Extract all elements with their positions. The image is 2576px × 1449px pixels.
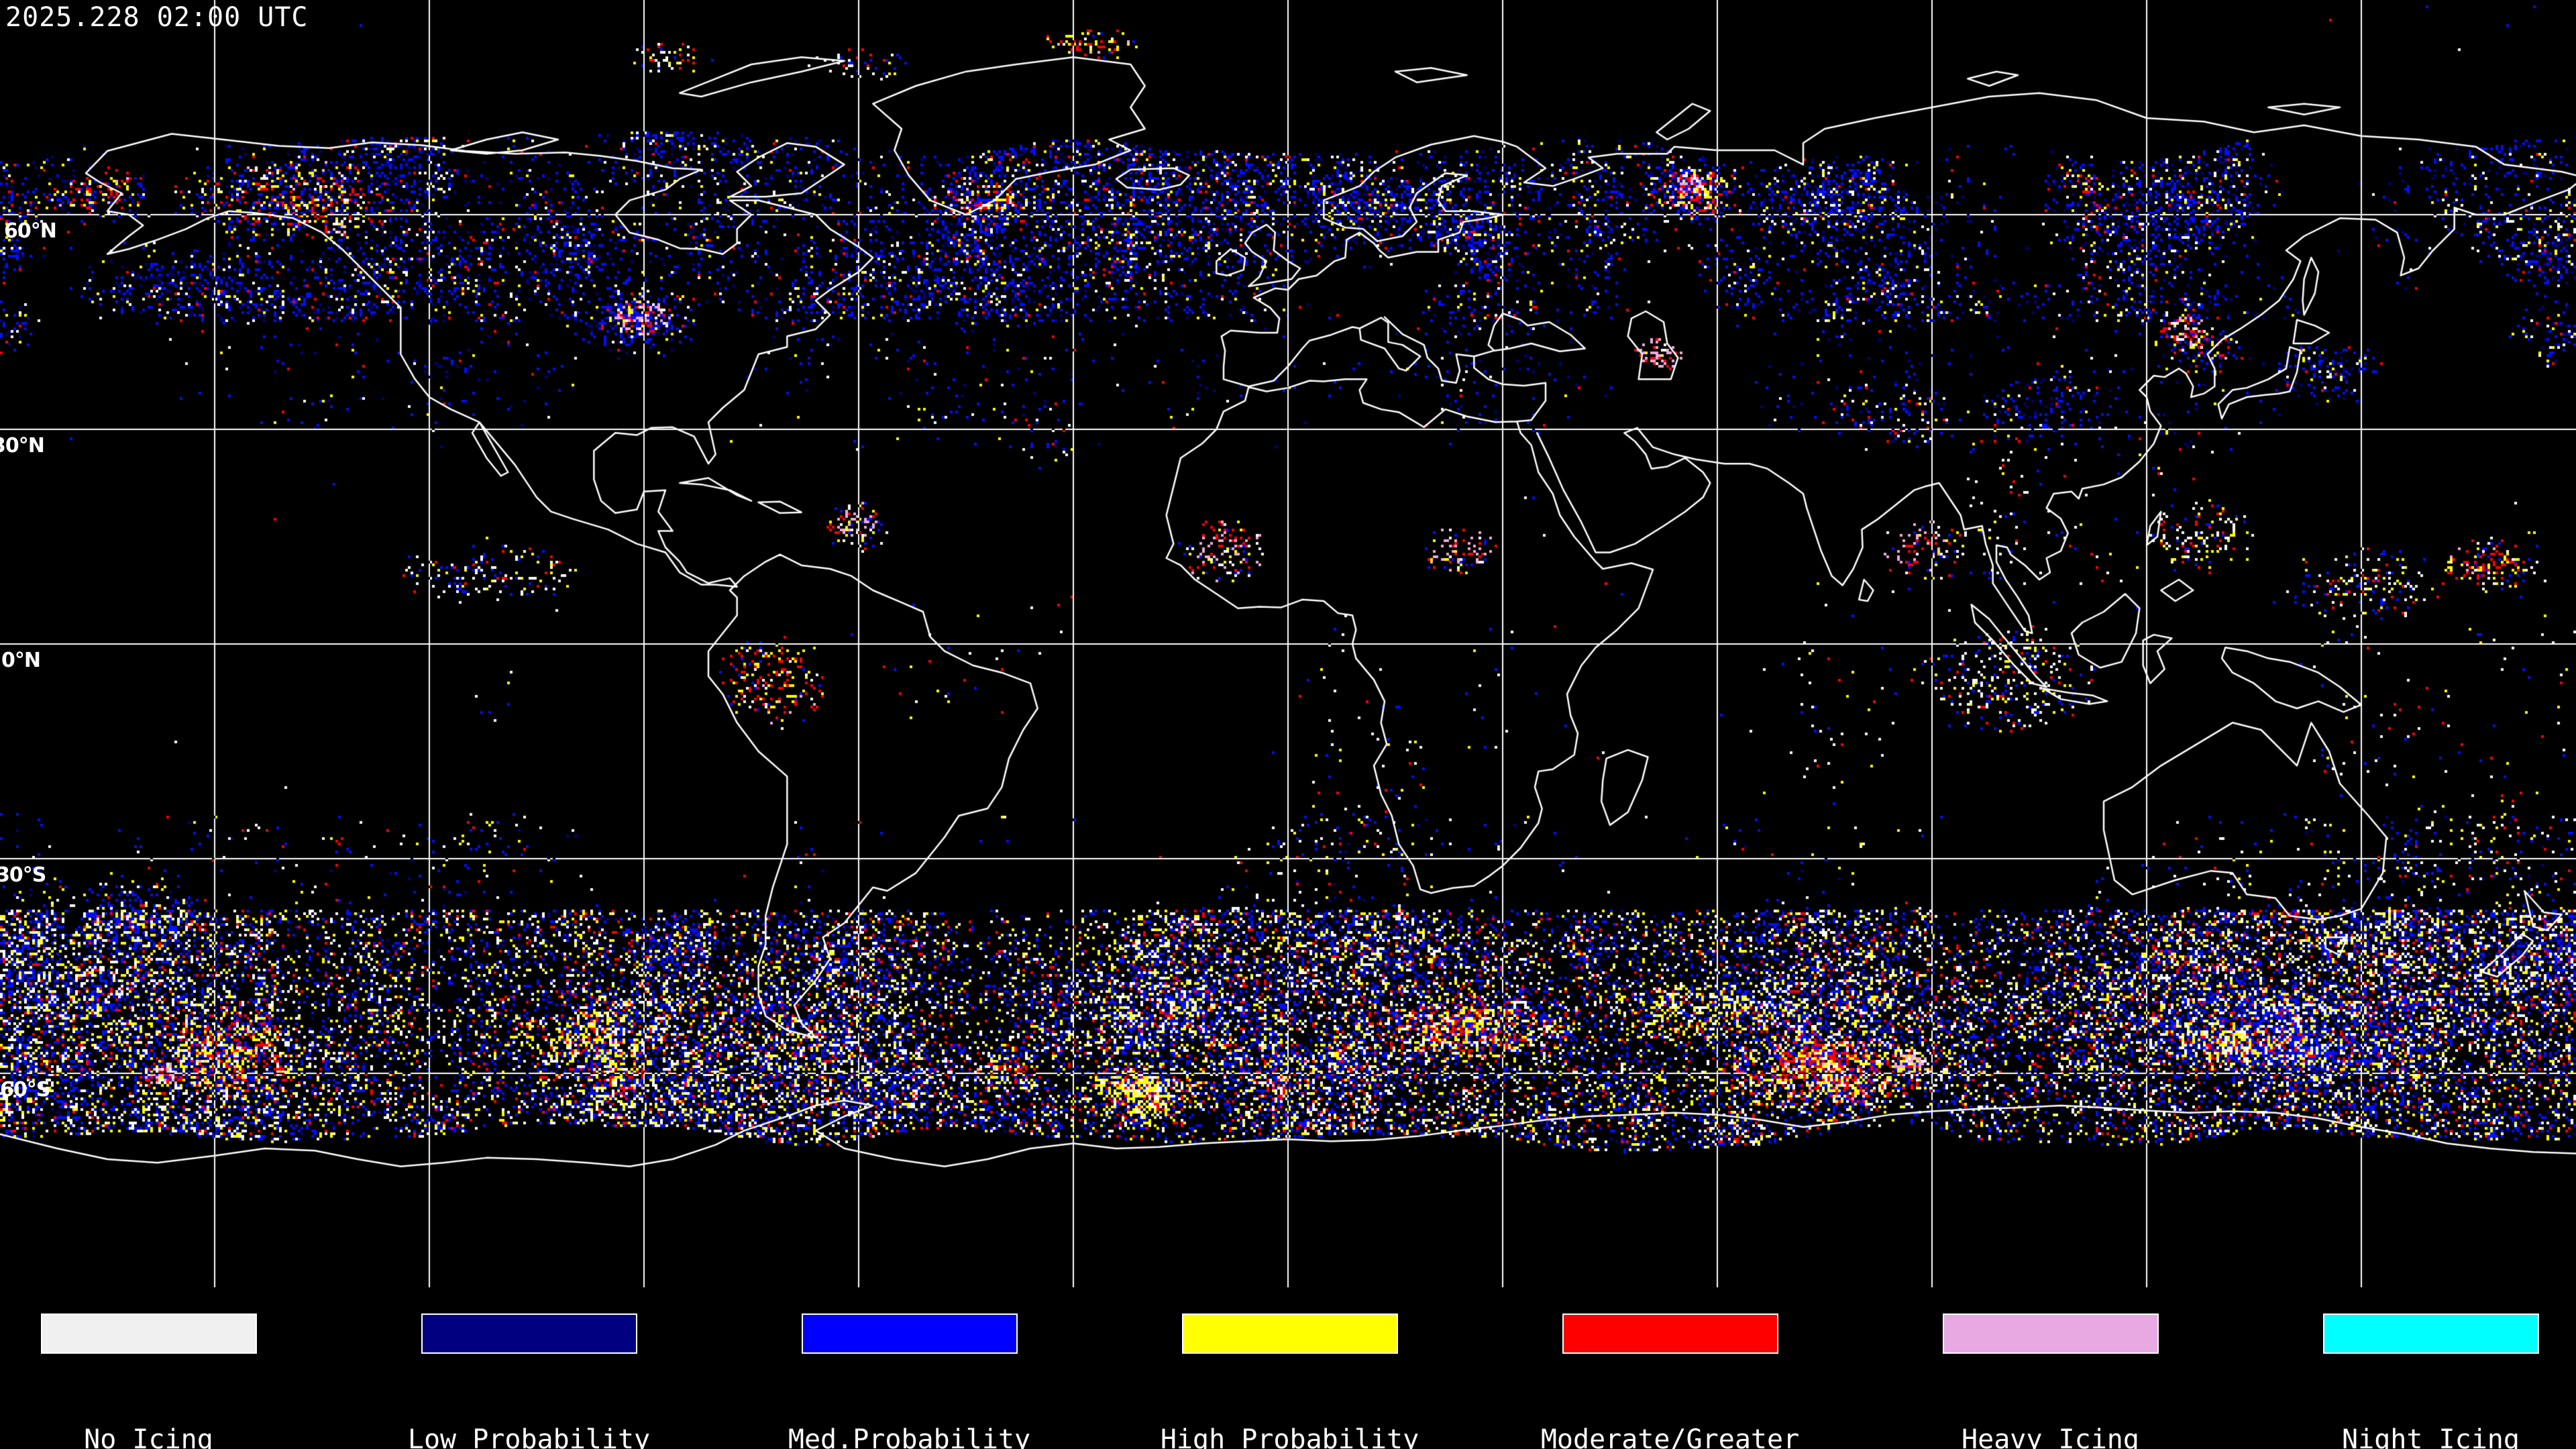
latitude-label-30s: 30°S xyxy=(0,863,46,887)
legend-label-line: No Icing xyxy=(84,1424,213,1449)
legend-swatch-no-icing xyxy=(40,1313,257,1354)
legend-label-line: Low Probability xyxy=(407,1424,651,1449)
legend-label-line: Heavy Icing xyxy=(1962,1424,2139,1449)
latitude-label-30n: 30°N xyxy=(0,434,45,458)
legend-swatch-med-probability xyxy=(801,1313,1018,1354)
latitude-label-60s: 60°S xyxy=(0,1078,50,1102)
legend-label-line: Night Icing xyxy=(2342,1424,2520,1449)
legend-label-high-probability: High Probability of Light Icing xyxy=(1099,1364,1480,1449)
legend-swatch-moderate-greater xyxy=(1562,1313,1778,1354)
legend-label-line: High Probability xyxy=(1160,1424,1419,1449)
legend-label-line: Moderate/Greater xyxy=(1540,1424,1800,1449)
legend-item-med-probability: Med.Probability of Light Icing xyxy=(719,1287,1099,1449)
legend-item-heavy-icing: Heavy Icing xyxy=(1860,1287,2241,1449)
legend-swatch-night-icing xyxy=(2322,1313,2539,1354)
legend-label-no-icing: No Icing Retrieval xyxy=(0,1364,339,1449)
legend-swatch-high-probability xyxy=(1181,1313,1398,1354)
world-icing-map xyxy=(0,0,2576,1288)
legend-item-low-probability: Low Probability of Light Icing xyxy=(339,1287,719,1449)
latitude-label-60n: 60°N xyxy=(4,219,57,243)
legend-item-moderate-greater: Moderate/Greater Icing Likely xyxy=(1480,1287,1860,1449)
legend-label-med-probability: Med.Probability of Light Icing xyxy=(719,1364,1099,1449)
legend-item-night-icing: Night Icing xyxy=(2241,1287,2576,1449)
legend-swatch-heavy-icing xyxy=(1942,1313,2159,1354)
legend-label-moderate-greater: Moderate/Greater Icing Likely xyxy=(1480,1364,1860,1449)
latitude-label-0n: 0°N xyxy=(1,649,41,672)
legend-label-night-icing: Night Icing xyxy=(2241,1364,2576,1449)
timestamp: 2025.228 02:00 UTC xyxy=(5,2,309,33)
legend-swatch-low-probability xyxy=(421,1313,637,1354)
legend-label-low-probability: Low Probability of Light Icing xyxy=(339,1364,719,1449)
legend-item-no-icing: No Icing Retrieval xyxy=(0,1287,339,1449)
legend: No Icing Retrieval Low Probability of Li… xyxy=(0,1287,2576,1449)
legend-label-heavy-icing: Heavy Icing xyxy=(1860,1364,2241,1449)
legend-item-high-probability: High Probability of Light Icing xyxy=(1099,1287,1480,1449)
legend-label-line: Med.Probability xyxy=(788,1424,1031,1449)
